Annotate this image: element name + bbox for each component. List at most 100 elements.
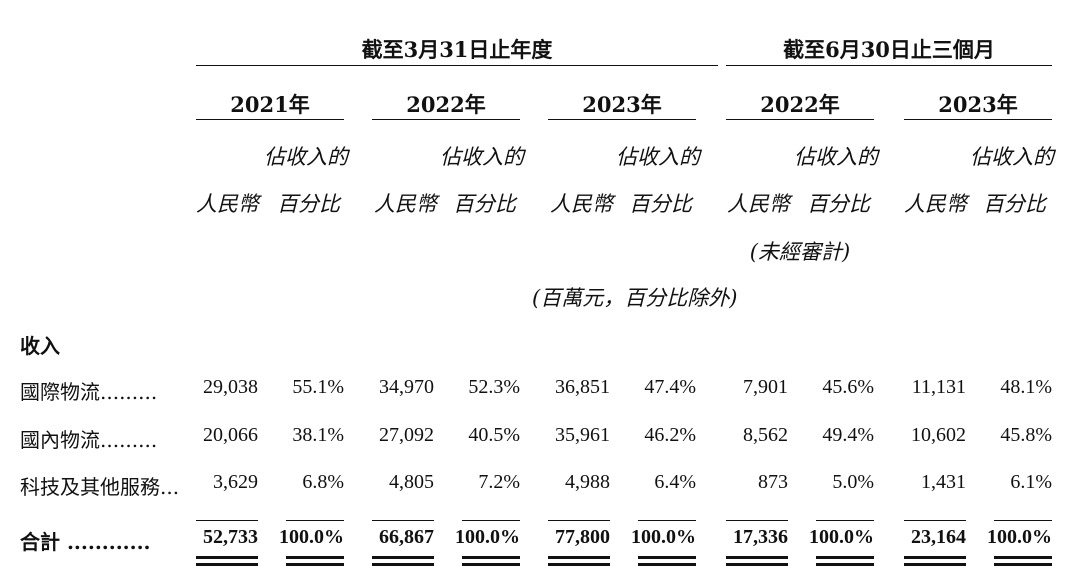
total-top-rule bbox=[638, 520, 696, 521]
col-header-pct-line1: 佔收入的 bbox=[794, 145, 878, 169]
total-top-rule bbox=[726, 520, 788, 521]
total-top-rule bbox=[904, 520, 966, 521]
row-percent-cell: 45.6% bbox=[822, 376, 874, 398]
total-double-rule bbox=[904, 563, 966, 566]
period-header-fiscal-year-rule bbox=[196, 65, 718, 66]
year-rule bbox=[196, 119, 344, 120]
total-double-rule bbox=[548, 563, 610, 566]
row-percent-cell: 47.4% bbox=[644, 376, 696, 398]
col-header-pct-line1: 佔收入的 bbox=[264, 145, 348, 169]
total-amount-cell: 23,164 bbox=[911, 526, 966, 548]
col-header-pct-line2: 百分比 bbox=[277, 192, 340, 216]
row-amount-cell: 4,805 bbox=[389, 471, 434, 493]
row-percent-cell: 52.3% bbox=[468, 376, 520, 398]
row-amount-cell: 8,562 bbox=[743, 424, 788, 446]
year-header-2023: 2023年 bbox=[582, 92, 662, 117]
year-header-2021: 2021年 bbox=[230, 92, 310, 117]
col-header-pct-line2: 百分比 bbox=[453, 192, 516, 216]
col-header-pct-line1: 佔收入的 bbox=[440, 145, 524, 169]
row-label: 科技及其他服務... bbox=[20, 475, 180, 499]
total-top-rule bbox=[286, 520, 344, 521]
year-header-q-2022: 2022年 bbox=[760, 92, 840, 117]
row-percent-cell: 38.1% bbox=[292, 424, 344, 446]
row-amount-cell: 10,602 bbox=[911, 424, 966, 446]
row-amount-cell: 27,092 bbox=[379, 424, 434, 446]
row-amount-cell: 1,431 bbox=[921, 471, 966, 493]
row-percent-cell: 40.5% bbox=[468, 424, 520, 446]
total-label: 合計 ............ bbox=[20, 530, 151, 554]
row-amount-cell: 36,851 bbox=[555, 376, 610, 398]
period-header-fiscal-year: 截至3月31日止年度 bbox=[361, 37, 553, 62]
total-double-rule bbox=[726, 563, 788, 566]
year-rule bbox=[548, 119, 696, 120]
row-percent-cell: 6.4% bbox=[654, 471, 696, 493]
total-double-rule bbox=[462, 556, 520, 559]
total-top-rule bbox=[548, 520, 610, 521]
col-header-pct-line2: 百分比 bbox=[983, 192, 1046, 216]
total-double-rule bbox=[726, 556, 788, 559]
total-double-rule bbox=[816, 556, 874, 559]
col-header-rmb: 人民幣 bbox=[727, 192, 790, 216]
total-double-rule bbox=[638, 563, 696, 566]
row-label: 國內物流......... bbox=[20, 428, 158, 452]
total-amount-cell: 77,800 bbox=[555, 526, 610, 548]
total-percent-cell: 100.0% bbox=[987, 526, 1052, 548]
row-amount-cell: 20,066 bbox=[203, 424, 258, 446]
period-header-quarter: 截至6月30日止三個月 bbox=[783, 37, 995, 62]
total-percent-cell: 100.0% bbox=[631, 526, 696, 548]
total-percent-cell: 100.0% bbox=[455, 526, 520, 548]
total-amount-cell: 52,733 bbox=[203, 526, 258, 548]
total-double-rule bbox=[638, 556, 696, 559]
total-double-rule bbox=[816, 563, 874, 566]
row-amount-cell: 35,961 bbox=[555, 424, 610, 446]
row-percent-cell: 7.2% bbox=[478, 471, 520, 493]
total-percent-cell: 100.0% bbox=[279, 526, 344, 548]
year-rule bbox=[904, 119, 1052, 120]
total-top-rule bbox=[816, 520, 874, 521]
year-header-2022: 2022年 bbox=[406, 92, 486, 117]
col-header-pct-line1: 佔收入的 bbox=[616, 145, 700, 169]
total-double-rule bbox=[286, 563, 344, 566]
total-top-rule bbox=[994, 520, 1052, 521]
row-percent-cell: 55.1% bbox=[292, 376, 344, 398]
total-double-rule bbox=[994, 563, 1052, 566]
total-amount-cell: 17,336 bbox=[733, 526, 788, 548]
total-double-rule bbox=[372, 563, 434, 566]
total-double-rule bbox=[196, 556, 258, 559]
col-header-rmb: 人民幣 bbox=[374, 192, 437, 216]
col-header-rmb: 人民幣 bbox=[196, 192, 259, 216]
total-top-rule bbox=[372, 520, 434, 521]
total-double-rule bbox=[548, 556, 610, 559]
row-percent-cell: 6.1% bbox=[1010, 471, 1052, 493]
row-amount-cell: 873 bbox=[758, 471, 788, 493]
total-double-rule bbox=[904, 556, 966, 559]
row-amount-cell: 4,988 bbox=[565, 471, 610, 493]
row-amount-cell: 34,970 bbox=[379, 376, 434, 398]
row-percent-cell: 45.8% bbox=[1000, 424, 1052, 446]
row-amount-cell: 11,131 bbox=[911, 376, 966, 398]
row-amount-cell: 7,901 bbox=[743, 376, 788, 398]
period-header-quarter-rule bbox=[726, 65, 1052, 66]
row-percent-cell: 49.4% bbox=[822, 424, 874, 446]
total-double-rule bbox=[994, 556, 1052, 559]
col-header-rmb: 人民幣 bbox=[550, 192, 613, 216]
row-percent-cell: 48.1% bbox=[1000, 376, 1052, 398]
row-amount-cell: 3,629 bbox=[213, 471, 258, 493]
unaudited-note: (未經審計) bbox=[749, 240, 851, 264]
total-percent-cell: 100.0% bbox=[809, 526, 874, 548]
total-top-rule bbox=[196, 520, 258, 521]
total-top-rule bbox=[462, 520, 520, 521]
col-header-pct-line2: 百分比 bbox=[629, 192, 692, 216]
col-header-pct-line1: 佔收入的 bbox=[970, 145, 1054, 169]
row-label: 國際物流......... bbox=[20, 380, 158, 404]
year-rule bbox=[726, 119, 874, 120]
year-header-q-2023: 2023年 bbox=[938, 92, 1018, 117]
total-double-rule bbox=[196, 563, 258, 566]
total-double-rule bbox=[286, 556, 344, 559]
row-percent-cell: 5.0% bbox=[832, 471, 874, 493]
total-double-rule bbox=[462, 563, 520, 566]
total-amount-cell: 66,867 bbox=[379, 526, 434, 548]
col-header-pct-line2: 百分比 bbox=[807, 192, 870, 216]
row-percent-cell: 46.2% bbox=[644, 424, 696, 446]
year-rule bbox=[372, 119, 520, 120]
